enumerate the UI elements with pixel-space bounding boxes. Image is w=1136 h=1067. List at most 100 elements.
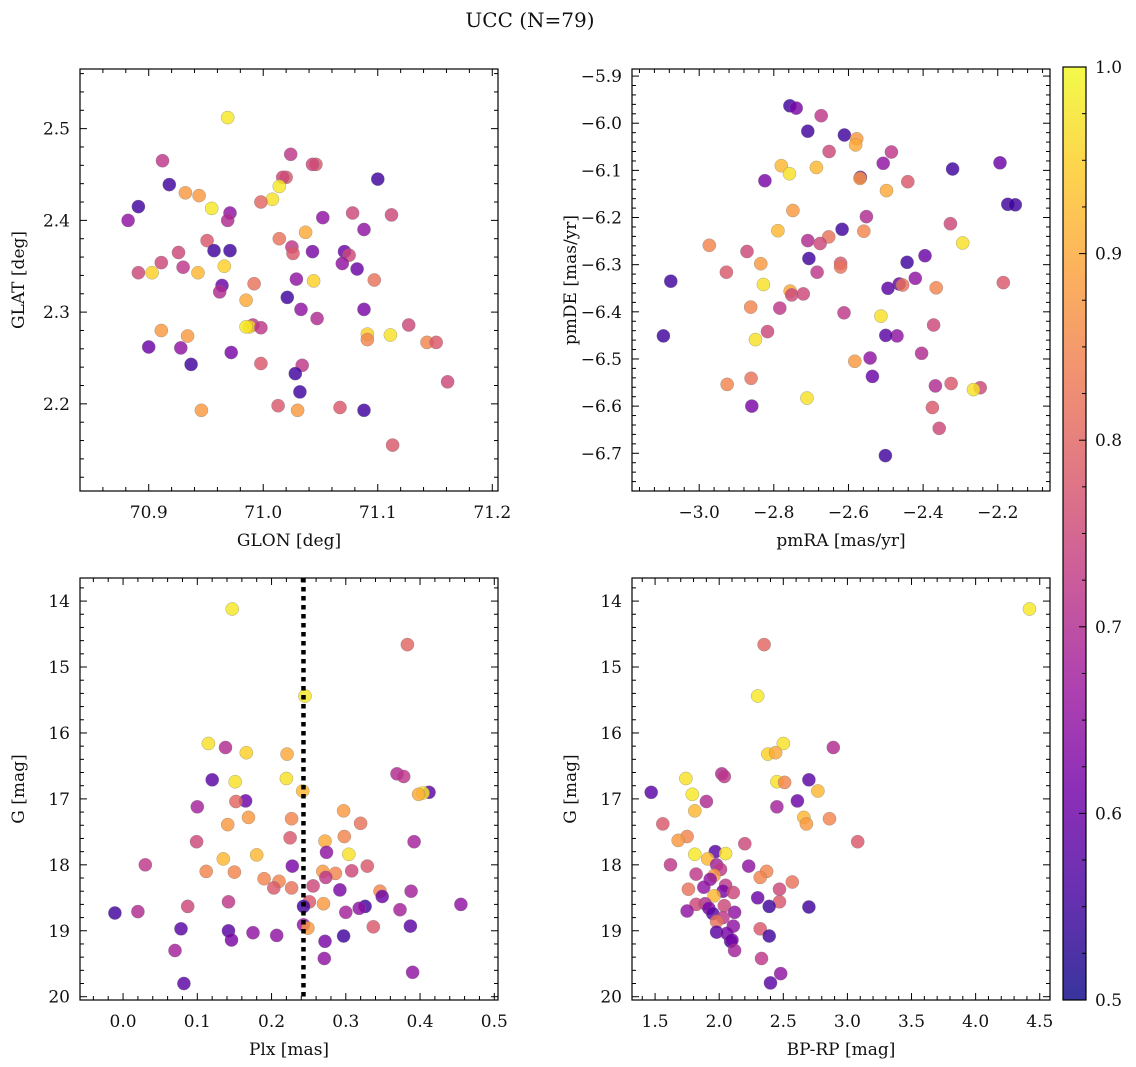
y-tick-label: 19 <box>48 922 70 942</box>
data-point <box>269 928 284 943</box>
data-point <box>671 833 686 848</box>
data-point <box>656 329 671 343</box>
data-point <box>247 276 261 291</box>
data-point <box>207 243 221 258</box>
data-point <box>750 689 765 703</box>
data-point <box>679 771 693 786</box>
panel-plx-g: 0.0 0.1 0.2 0.3 0.4 0.5 14 15 16 17 18 19 20 Plx [mas… <box>9 577 508 1060</box>
data-point <box>191 265 205 280</box>
data-point <box>776 736 791 751</box>
data-point <box>318 934 332 949</box>
y-tick-label: 14 <box>600 592 622 612</box>
data-point <box>835 222 849 237</box>
data-point <box>699 794 714 809</box>
data-point <box>879 183 894 198</box>
points-group <box>644 602 1037 990</box>
data-point <box>154 255 169 270</box>
axes-frame <box>631 68 1051 492</box>
y-tick-label: 19 <box>600 922 622 942</box>
data-point <box>822 144 836 159</box>
data-point <box>393 902 407 917</box>
data-point <box>863 351 877 365</box>
y-tick-label: −6.4 <box>581 303 622 323</box>
data-point <box>405 965 420 980</box>
data-point <box>786 203 800 218</box>
x-tick-label: 4.5 <box>1026 1012 1053 1032</box>
data-point <box>928 379 943 393</box>
data-point <box>257 871 271 886</box>
data-point <box>900 174 915 189</box>
data-point <box>192 188 206 203</box>
data-point <box>853 171 867 186</box>
data-point <box>174 921 188 936</box>
y-tick-label: −6.2 <box>581 209 622 229</box>
data-point <box>966 382 981 397</box>
data-point <box>687 847 702 862</box>
data-point <box>762 929 777 943</box>
x-tick-label: −2.4 <box>902 503 943 523</box>
data-point <box>200 233 214 248</box>
data-point <box>298 225 313 240</box>
data-point <box>655 817 670 831</box>
data-point <box>180 329 195 343</box>
panel-glon-glat: 70.9 71.0 71.1 71.2 2.2 2.3 2.4 2.5 GLON [deg] GL… <box>9 68 511 551</box>
y-tick-label: 2.4 <box>43 211 70 231</box>
data-point <box>782 166 797 181</box>
data-point <box>744 399 759 413</box>
data-point <box>644 785 659 800</box>
data-point <box>750 890 765 905</box>
data-point <box>800 233 815 248</box>
data-point <box>802 251 816 266</box>
data-point <box>925 400 940 415</box>
data-point <box>702 238 717 253</box>
data-point <box>131 904 145 919</box>
x-tick-label: 71.2 <box>473 503 511 523</box>
data-point <box>336 803 351 818</box>
data-point <box>305 244 320 259</box>
data-point <box>239 745 254 760</box>
data-point <box>1008 197 1023 212</box>
data-point <box>335 256 350 271</box>
y-tick-label: 16 <box>600 724 622 744</box>
data-point <box>837 128 852 142</box>
data-point <box>353 816 368 831</box>
data-point <box>357 302 371 317</box>
data-point <box>366 919 381 934</box>
data-point <box>796 287 811 301</box>
data-point <box>336 929 351 943</box>
data-point <box>993 155 1007 170</box>
data-point <box>212 285 227 299</box>
data-point <box>777 775 792 790</box>
data-point <box>108 906 122 920</box>
data-point <box>802 772 816 787</box>
data-point <box>173 341 188 355</box>
data-point <box>344 863 359 878</box>
data-point <box>696 880 711 895</box>
data-point <box>687 803 702 818</box>
data-point <box>944 376 958 391</box>
data-point <box>800 391 814 405</box>
data-point <box>227 865 242 879</box>
data-point <box>753 921 768 936</box>
data-point <box>719 265 734 280</box>
data-point <box>138 857 153 872</box>
data-point <box>341 847 356 862</box>
data-point <box>847 354 862 369</box>
data-point <box>874 309 888 323</box>
data-point <box>753 870 768 885</box>
x-axis-label: Plx [mas] <box>249 1040 329 1060</box>
x-tick-label: 2.0 <box>706 1012 733 1032</box>
data-point <box>810 265 824 280</box>
data-point <box>285 859 300 873</box>
data-point <box>375 889 390 904</box>
data-point <box>429 335 444 350</box>
data-point <box>199 864 214 879</box>
data-point <box>756 277 771 292</box>
data-point <box>171 245 186 260</box>
y-tick-label: −6.6 <box>581 397 622 417</box>
data-point <box>718 846 733 861</box>
data-point <box>141 340 156 354</box>
data-point <box>220 817 235 832</box>
colorbar-tick-label: 1.0 <box>1095 58 1122 78</box>
data-point <box>811 784 825 798</box>
